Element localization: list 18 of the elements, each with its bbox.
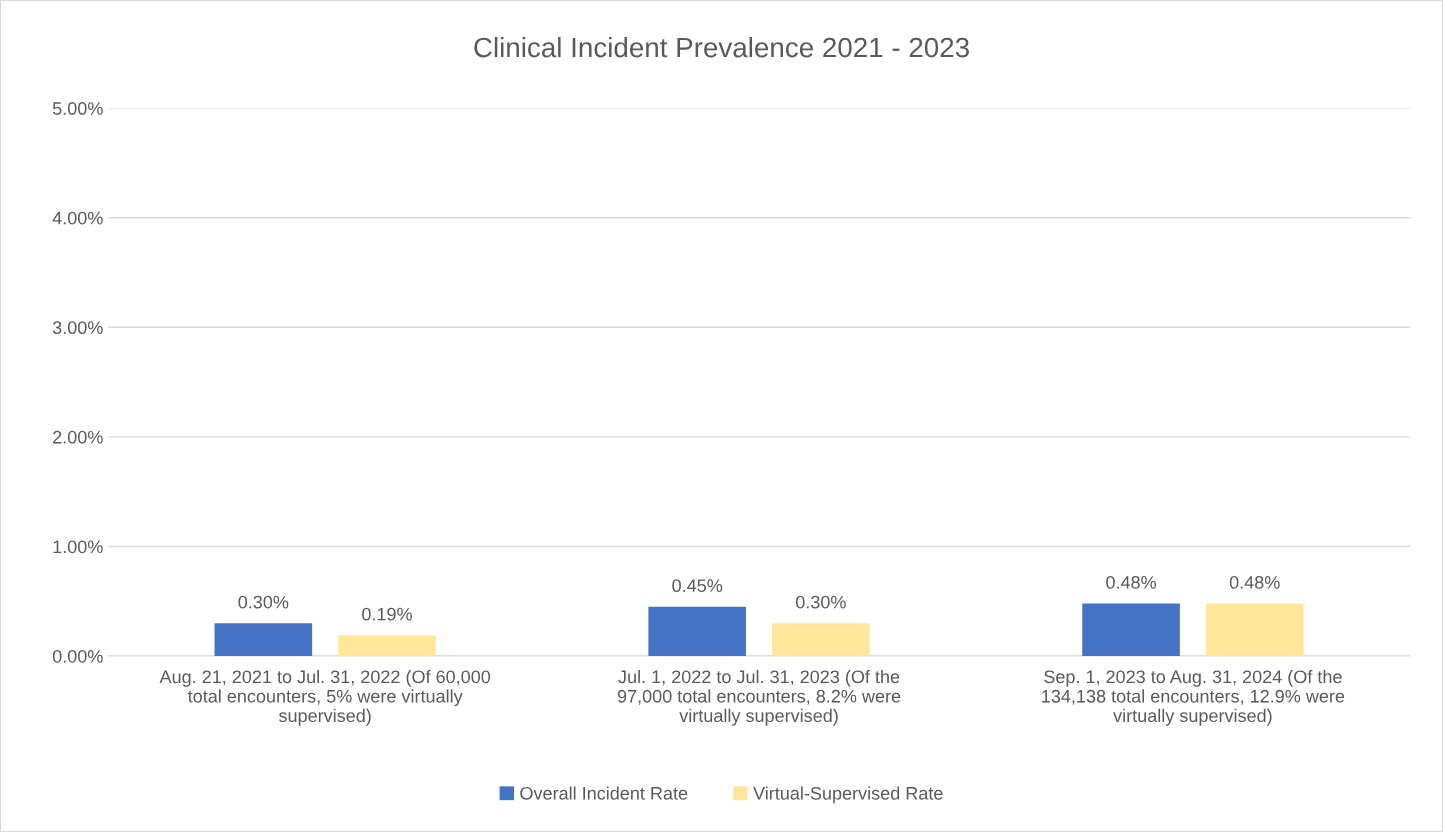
legend-label: Overall Incident Rate xyxy=(520,786,688,800)
y-tick-label: 0.00% xyxy=(52,649,103,663)
y-tick-label: 5.00% xyxy=(52,102,103,115)
x-tick-label: Jul. 1, 2022 to Jul. 31, 2023 (Of the 97,000 total encounters, 8.2% were virtually supervised) xyxy=(617,669,901,726)
x-tick-label: Aug. 21, 2021 to Jul. 31, 2022 (Of 60,000 total encounters, 5% were virtually supervised) xyxy=(159,669,491,726)
y-tick-label: 3.00% xyxy=(52,321,103,335)
data-label: 0.30% xyxy=(795,595,846,609)
y-tick-label: 1.00% xyxy=(53,540,103,554)
y-tick-label: 2.00% xyxy=(53,430,103,444)
chart-title: Clinical Incident Prevalence 2021 - 2023 xyxy=(474,36,969,58)
y-tick-label: 4.00% xyxy=(52,211,103,225)
data-label: 0.30% xyxy=(238,595,289,609)
data-label: 0.48% xyxy=(1106,575,1157,589)
data-label: 0.48% xyxy=(1229,575,1280,589)
x-tick-label: Sep. 1, 2023 to Aug. 31, 2024 (Of the 134,138 total encounters, 12.9% were virtually supervised) xyxy=(1042,669,1345,726)
data-label: 0.45% xyxy=(672,579,723,593)
legend-label: Virtual-Supervised Rate xyxy=(753,786,943,804)
data-label: 0.19% xyxy=(362,607,412,621)
